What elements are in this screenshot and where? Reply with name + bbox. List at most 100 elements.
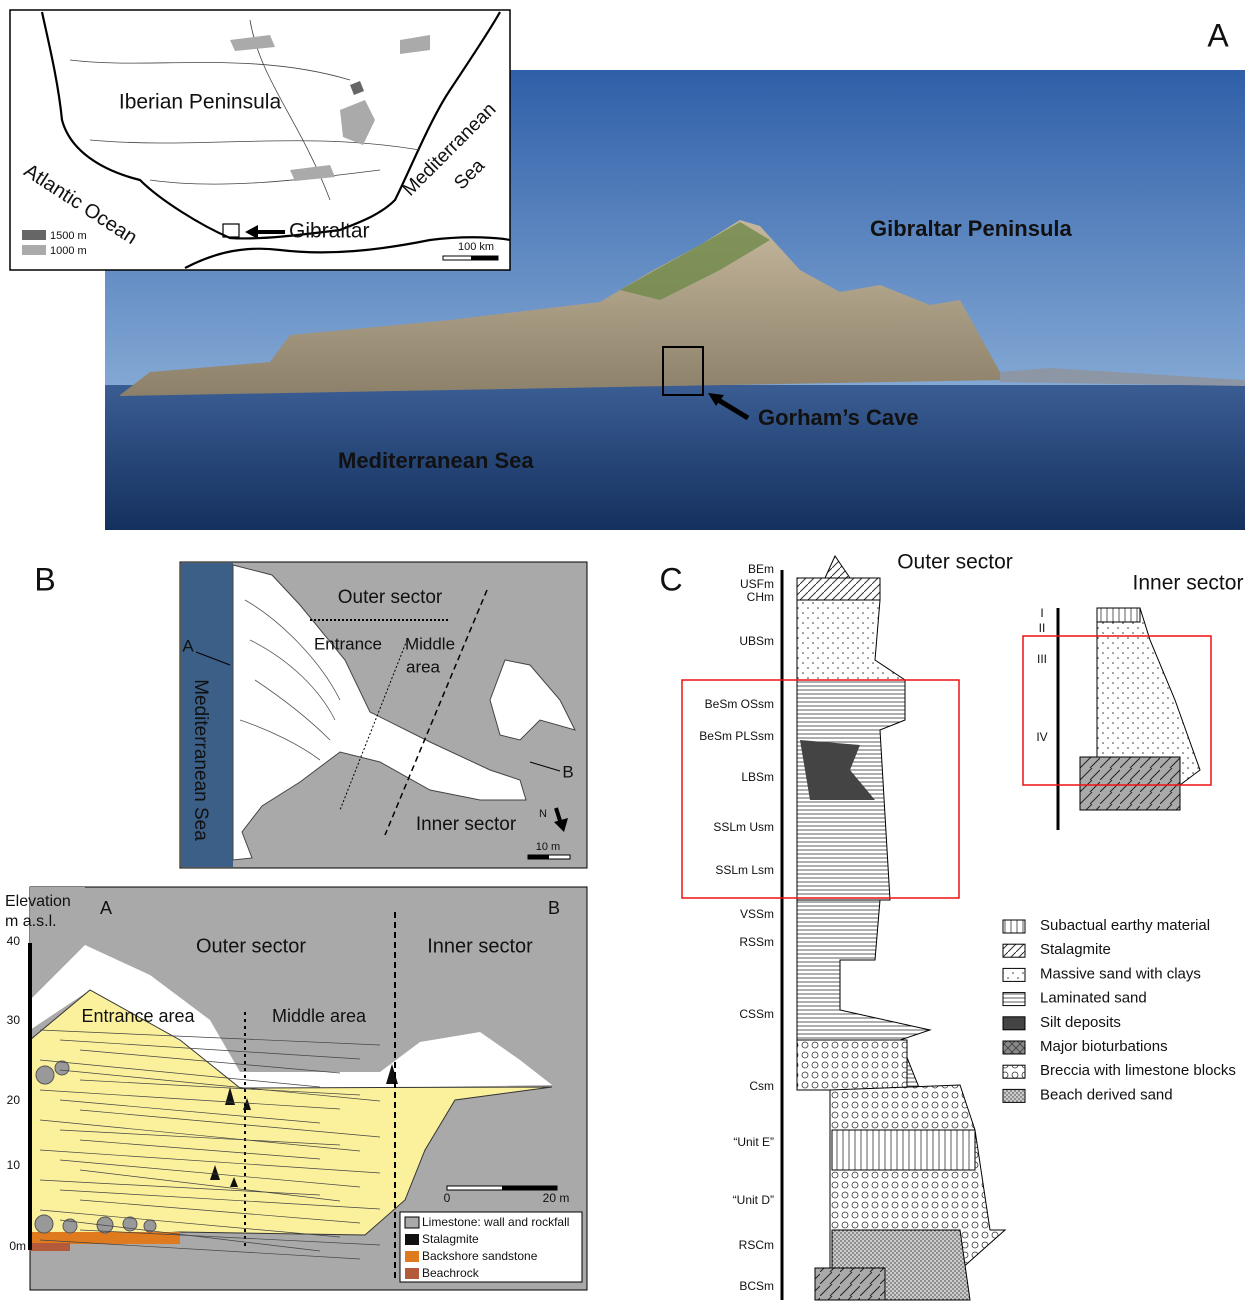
unit-label: Csm	[749, 1079, 774, 1093]
legend-label: Backshore sandstone	[422, 1249, 538, 1263]
legend-swatch	[1002, 1088, 1026, 1103]
layer	[831, 1129, 976, 1171]
scale-bar	[471, 256, 498, 260]
legend-swatch	[405, 1251, 419, 1262]
legend-swatch	[22, 245, 46, 255]
bedrock	[1079, 756, 1181, 811]
tick-label: 0m	[9, 1239, 26, 1253]
leader	[195, 651, 231, 666]
lamina	[59, 1189, 381, 1210]
tick-label: 10	[7, 1158, 21, 1172]
lamina	[59, 1039, 361, 1060]
legend-label: Stalagmite	[1040, 941, 1111, 958]
lamina	[39, 1179, 321, 1196]
section-label: Entrance area	[81, 1006, 195, 1026]
unit-label: VSSm	[740, 907, 774, 921]
unit-label: LBSm	[741, 770, 774, 784]
lamina	[79, 1229, 381, 1246]
sea	[105, 385, 1245, 530]
legend	[399, 1211, 583, 1283]
plan-label: Middle	[405, 634, 455, 653]
legend-swatch	[405, 1268, 419, 1279]
layer	[796, 577, 881, 601]
plan-label: Outer sector	[338, 587, 443, 608]
lamina	[79, 1199, 361, 1224]
divider	[339, 639, 408, 811]
panel-label: B	[34, 561, 55, 597]
scale-bar	[528, 855, 549, 859]
legend-label: Subactual earthy material	[1040, 917, 1210, 934]
legend: Subactual earthy material Stalagmite Massi…	[1002, 917, 1236, 1103]
cave-floor	[232, 564, 527, 861]
legend-label: 1000 m	[50, 245, 87, 257]
plan-label: A	[182, 636, 194, 655]
legend-swatch	[22, 230, 46, 240]
lamina	[79, 1109, 381, 1138]
rockfall	[34, 1060, 157, 1234]
sea	[181, 563, 233, 867]
scale-label: 100 km	[458, 241, 494, 253]
lamina	[79, 1139, 321, 1160]
legend-label: Breccia with limestone blocks	[1040, 1062, 1236, 1079]
map-label: Iberian Peninsula	[119, 91, 282, 114]
unit-label: III	[1037, 652, 1047, 666]
cave-box	[662, 346, 704, 396]
photo-label: Gibraltar Peninsula	[870, 216, 1072, 241]
lamina	[39, 1149, 381, 1174]
section-label: Middle area	[272, 1006, 367, 1026]
unit-label: BeSm PLSsm	[699, 729, 774, 743]
panel-label: A	[1207, 17, 1229, 53]
map-inset: Iberian Peninsula Atlantic Ocean Mediter…	[9, 9, 511, 271]
scale-label: 0	[444, 1191, 451, 1205]
unit-label: BCSm	[739, 1279, 774, 1293]
north-arrow	[554, 818, 568, 832]
legend-label: Major bioturbations	[1040, 1038, 1168, 1055]
tick-label: 40	[7, 934, 21, 948]
unit-label: IV	[1036, 730, 1047, 744]
lamina	[39, 1209, 341, 1238]
legend-label: Limestone: wall and rockfall	[422, 1215, 569, 1229]
lamina	[59, 1069, 381, 1102]
unit-label: CSSm	[739, 1007, 774, 1021]
lamina	[39, 1239, 361, 1260]
layer	[796, 1039, 908, 1091]
unit-label: UBSm	[739, 634, 774, 648]
highland	[230, 35, 430, 181]
map-label: Gibraltar	[289, 220, 370, 243]
plan: Outer sector Entrance Middle area Medite…	[179, 561, 588, 869]
photo-label: Gorham’s Cave	[758, 405, 919, 430]
photo: Gibraltar Peninsula Gorham’s Cave Medite…	[105, 70, 1245, 530]
legend-label: Laminated sand	[1040, 990, 1147, 1007]
lamina	[39, 1059, 321, 1088]
legend-label: Beach derived sand	[1040, 1086, 1173, 1103]
stalagmites	[210, 1064, 398, 1187]
sandstone	[30, 1232, 180, 1244]
cave-void	[30, 945, 552, 1090]
legend-label: Silt deposits	[1040, 1014, 1121, 1031]
tick-label: 30	[7, 1013, 21, 1027]
lamina	[79, 1049, 341, 1074]
unit-label: BEm	[748, 562, 774, 576]
section-label: Inner sector	[427, 935, 533, 957]
leader	[529, 761, 561, 772]
plan-label: Inner sector	[416, 814, 517, 835]
rock	[120, 220, 1002, 396]
legend-swatch	[1002, 1040, 1026, 1055]
legend-swatch	[1002, 1016, 1026, 1031]
plan-label: Mediterranean Sea	[190, 679, 211, 841]
contours	[239, 599, 341, 761]
scale-bar	[502, 1186, 557, 1190]
highlight-box	[1022, 635, 1212, 786]
axis-title: Elevation	[5, 893, 71, 910]
unit-label: USFm	[740, 577, 774, 591]
lamina	[79, 1169, 341, 1202]
legend-label: Stalagmite	[422, 1232, 479, 1246]
legend-swatch	[1002, 919, 1026, 934]
lamina	[39, 1029, 381, 1046]
bedrock	[814, 1267, 886, 1301]
arrowhead	[245, 225, 258, 239]
coastline	[184, 236, 511, 269]
lamina	[79, 1079, 361, 1096]
